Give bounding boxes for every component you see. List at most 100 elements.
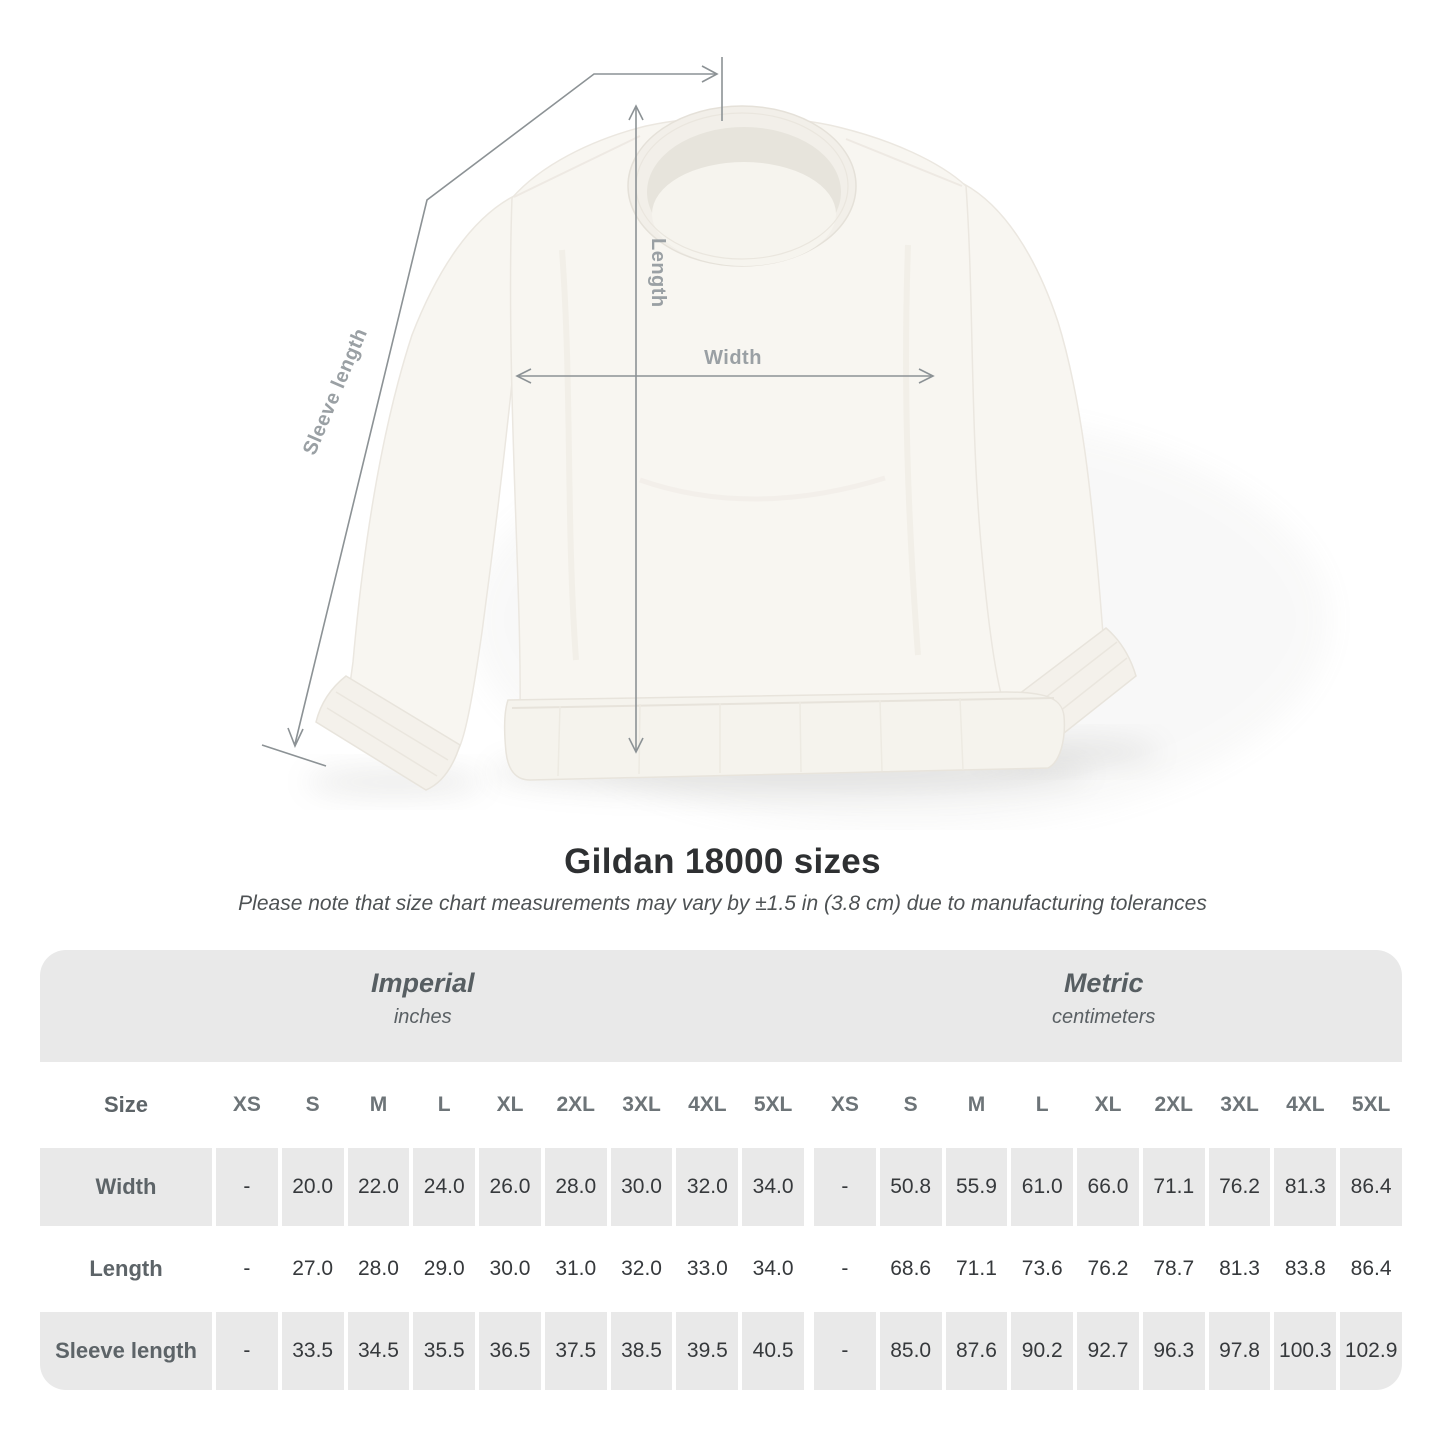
sweatshirt-measurement-diagram: Length Width Sleeve length (261, 57, 1330, 830)
group-divider (808, 1066, 810, 1144)
group-divider (808, 1230, 810, 1308)
tolerance-note: Please note that size chart measurements… (238, 892, 1207, 915)
table-cell: 76.2 (1077, 1230, 1139, 1308)
table-cell: 34.0 (742, 1148, 804, 1226)
row-label-length: Length (40, 1230, 212, 1308)
table-cell: 78.7 (1142, 1230, 1205, 1308)
metric-group-header: Metric centimeters (805, 950, 1402, 1062)
table-cell: 29.0 (413, 1230, 476, 1308)
width-arrowhead-left (515, 368, 532, 384)
table-cell: 26.0 (479, 1148, 541, 1226)
imperial-unit: inches (393, 1006, 452, 1028)
measurement-annotations (261, 57, 935, 767)
col-header: 4XL (676, 1066, 739, 1144)
table-cell: 36.5 (479, 1312, 541, 1390)
col-header: XS (814, 1066, 876, 1144)
table-cell: 31.0 (544, 1230, 607, 1308)
table-cell: - (814, 1230, 876, 1308)
table-cell: 50.8 (879, 1148, 942, 1226)
table-cell: 68.6 (879, 1230, 942, 1308)
table-cell: 86.4 (1340, 1230, 1402, 1308)
table-cell: 30.0 (479, 1230, 541, 1308)
sweatshirt-collar (627, 105, 857, 267)
table-cell: 37.5 (544, 1312, 607, 1390)
imperial-title: Imperial (370, 968, 475, 998)
table-cell: 35.5 (413, 1312, 476, 1390)
table-cell: 76.2 (1208, 1148, 1271, 1226)
sweatshirt-right-sleeve (958, 184, 1103, 714)
col-header: 5XL (1340, 1066, 1402, 1144)
col-header: M (945, 1066, 1008, 1144)
length-arrowhead-top (628, 104, 644, 121)
col-header: 2XL (1142, 1066, 1205, 1144)
metric-title: Metric (1063, 968, 1144, 998)
table-cell: - (814, 1148, 876, 1226)
sleeve-length-line (294, 73, 716, 745)
table-cell: 81.3 (1274, 1148, 1337, 1226)
sleeve-length-arrowhead-down (287, 727, 304, 749)
row-label-width: Width (40, 1148, 212, 1226)
col-header: 3XL (610, 1066, 673, 1144)
table-cell: 96.3 (1142, 1312, 1205, 1390)
imperial-group-header: Imperial inches (40, 950, 805, 1062)
col-header: 2XL (544, 1066, 607, 1144)
table-cell: 39.5 (676, 1312, 739, 1390)
sleeve-end-tick (261, 744, 327, 767)
table-cell: 73.6 (1011, 1230, 1074, 1308)
table-cell: 30.0 (610, 1148, 673, 1226)
col-header: L (413, 1066, 476, 1144)
table-cell: 71.1 (945, 1230, 1008, 1308)
col-header: XL (1077, 1066, 1139, 1144)
table-cell: 34.5 (347, 1312, 410, 1390)
group-divider (808, 1148, 810, 1226)
table-cell: 97.8 (1208, 1312, 1271, 1390)
table-cell: 61.0 (1011, 1148, 1074, 1226)
sleeve-length-arrowhead-right (701, 65, 719, 83)
sleeve-length-label: Sleeve length (299, 325, 372, 458)
table-cell: 90.2 (1011, 1312, 1074, 1390)
table-cell: 38.5 (610, 1312, 673, 1390)
table-cell: 87.6 (945, 1312, 1008, 1390)
group-divider (808, 1312, 810, 1390)
unit-group-band: Imperial inches Metric centimeters (40, 950, 1402, 1062)
width-arrowhead-right (918, 368, 935, 384)
table-cell: 86.4 (1340, 1148, 1402, 1226)
table-cell: 71.1 (1142, 1148, 1205, 1226)
table-cell: 33.5 (281, 1312, 344, 1390)
table-cell: 28.0 (347, 1230, 410, 1308)
row-label-sleeve-length: Sleeve length (40, 1312, 212, 1390)
col-header: S (281, 1066, 344, 1144)
chart-heading: Gildan 18000 sizes Please note that size… (0, 842, 1445, 916)
col-header: 5XL (742, 1066, 804, 1144)
table-cell: 100.3 (1274, 1312, 1337, 1390)
table-cell: 20.0 (281, 1148, 344, 1226)
table-cell: 40.5 (742, 1312, 804, 1390)
page-title: Gildan 18000 sizes (564, 842, 881, 881)
table-cell: 24.0 (413, 1148, 476, 1226)
col-header: S (879, 1066, 942, 1144)
col-header: XL (479, 1066, 541, 1144)
table-cell: 102.9 (1340, 1312, 1402, 1390)
table-cell: 34.0 (742, 1230, 804, 1308)
width-label: Width (704, 347, 762, 369)
table-cell: - (216, 1148, 278, 1226)
table-cell: - (814, 1312, 876, 1390)
length-label: Length (647, 238, 669, 308)
table-cell: 55.9 (945, 1148, 1008, 1226)
table-cell: 85.0 (879, 1312, 942, 1390)
col-header: XS (216, 1066, 278, 1144)
table-cell: 22.0 (347, 1148, 410, 1226)
col-header: M (347, 1066, 410, 1144)
table-cell: - (216, 1230, 278, 1308)
table-cell: 28.0 (544, 1148, 607, 1226)
metric-unit: centimeters (1052, 1006, 1156, 1028)
table-cell: 32.0 (610, 1230, 673, 1308)
size-table-grid: Size XS S M L XL 2XL 3XL 4XL 5XL XS S M … (40, 1062, 1402, 1390)
size-table: Imperial inches Metric centimeters Size … (40, 950, 1402, 1390)
table-cell: 27.0 (281, 1230, 344, 1308)
sweatshirt-illustration (315, 105, 1137, 791)
table-cell: 83.8 (1274, 1230, 1337, 1308)
col-header: 3XL (1208, 1066, 1271, 1144)
sweatshirt-left-cuff (315, 675, 461, 791)
